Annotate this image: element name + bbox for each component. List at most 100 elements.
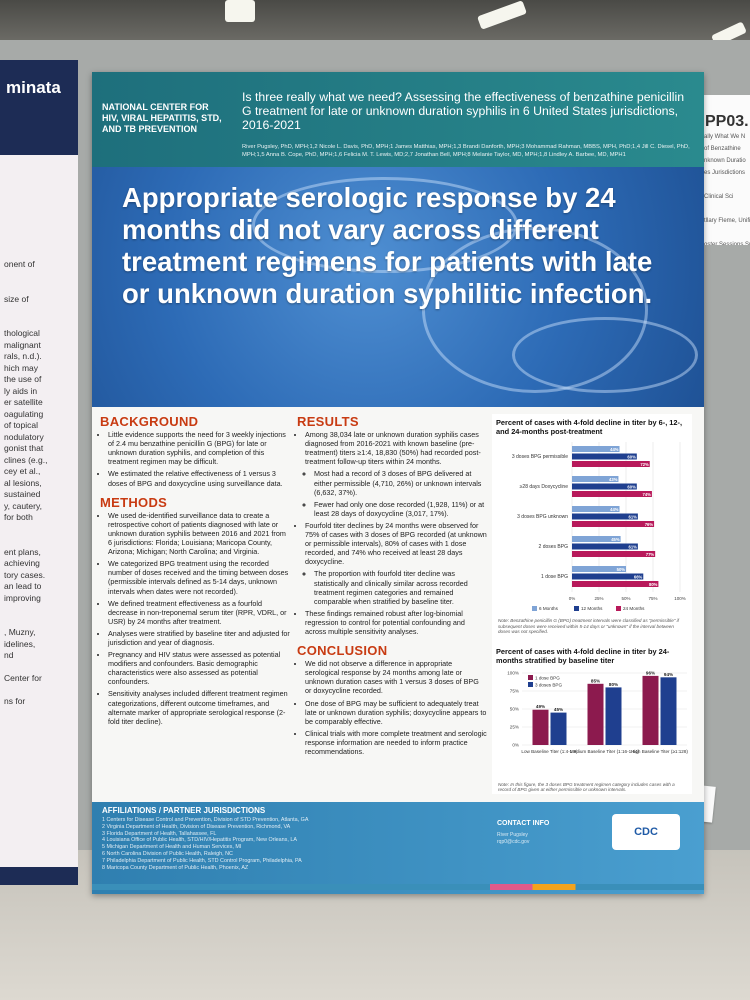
legend-swatch (616, 606, 621, 611)
chart-title: Percent of cases with 4-fold decline in … (496, 646, 670, 665)
list-item: We estimated the relative effectiveness … (108, 469, 290, 487)
x-tick-label: 50% (621, 596, 630, 601)
left-column: BACKGROUND Little evidence supports the … (100, 414, 290, 729)
text-fragment (0, 662, 78, 674)
bar (572, 446, 620, 452)
background-heading: BACKGROUND (100, 414, 199, 429)
cdc-logo: CDC (612, 814, 680, 850)
text-fragment (0, 524, 78, 536)
list-item: The proportion with fourfold titer decli… (314, 569, 487, 605)
text-fragment: sustained (4, 489, 41, 499)
chart-title: Percent of cases with 4-fold decline in … (496, 418, 683, 436)
baseline-titer-chart: 0% 25% 50% 75% 100% 49% 45% Low Baseline Titer … (507, 670, 688, 754)
legend-swatch (532, 606, 537, 611)
list-item: We used de-identified surveillance data … (108, 511, 290, 556)
text-fragment: nd (4, 650, 14, 660)
data-label: 72% (640, 462, 649, 467)
y-tick-label: 25% (510, 724, 519, 729)
data-label: 50% (617, 567, 626, 572)
list-item: Fourfold titer declines by 24 months wer… (305, 521, 487, 606)
category-label: 3 doses BPG permissible (512, 454, 568, 460)
y-tick-label: 100% (507, 670, 519, 675)
bar (660, 677, 677, 745)
category-label: 1 dose BPG (541, 574, 568, 580)
text-fragment (0, 616, 78, 628)
ceiling-light (477, 0, 527, 30)
data-label: 45% (554, 707, 563, 712)
legend-label: 24 Months (623, 606, 645, 611)
legend-swatch (528, 681, 533, 687)
category-label: 2 doses BPG (539, 544, 569, 550)
text-fragment: achieving (4, 558, 40, 568)
neighbor-poster-right: PP03. ally What We N of Benzathine nknown … (700, 95, 750, 245)
text-fragment: the use of (4, 374, 42, 384)
results-list: Among 38,034 late or unknown duration sy… (297, 430, 487, 636)
neighbor-poster-text: ally What We N of Benzathine nknown Durati… (700, 131, 750, 245)
text-fragment: ly aids in (4, 385, 38, 396)
text-fragment: Center for (4, 673, 42, 683)
text-fragment: nknown Duratio (704, 158, 746, 164)
text-fragment: er satellite (4, 397, 43, 407)
text-fragment: hich may (4, 362, 39, 373)
category-label: ≥28 days Doxycycline (520, 484, 569, 490)
text-fragment: malignant (4, 339, 41, 350)
bar (572, 476, 619, 482)
affiliations-list: 1 Centers for Disease Control and Preven… (102, 817, 462, 871)
data-label: 49% (536, 704, 545, 709)
text-fragment (0, 271, 78, 283)
list-item: Pregnancy and HIV status were assessed a… (108, 650, 290, 686)
data-label: 80% (609, 682, 618, 687)
middle-column: RESULTS Among 38,034 late or unknown dur… (297, 414, 487, 759)
bar (572, 543, 638, 550)
list-item: These findings remained robust after log… (305, 609, 487, 636)
bar (550, 712, 567, 745)
text-fragment: tory cases. (4, 569, 46, 580)
text-fragment: idelines, (4, 638, 36, 649)
data-label: 76% (645, 522, 654, 527)
data-label: 61% (628, 544, 637, 549)
data-label: 74% (643, 492, 652, 497)
text-fragment: improving (4, 592, 41, 603)
category-label: Low Baseline Titer (1:4-1:8) (521, 749, 578, 754)
data-label: 77% (646, 552, 655, 557)
list-item: Clinical trials with more complete treat… (305, 729, 487, 756)
data-label: 44% (610, 507, 619, 512)
neighbor-poster-left: minata onent of size of thological malign… (0, 60, 78, 885)
bar (572, 513, 638, 520)
bacteria-decoration (422, 227, 648, 393)
category-label: High Baseline Titer (≥1:128) (631, 749, 688, 754)
bar (572, 483, 637, 490)
text-fragment (0, 305, 78, 317)
conclusion-list: We did not observe a difference in appro… (297, 659, 487, 756)
list-item: Analyses were stratified by baseline tit… (108, 629, 290, 647)
bar (572, 491, 652, 497)
data-label: 61% (628, 514, 637, 519)
time-decline-chart: 0% 25% 50% 75% 100% 3 doses BPG permissible 44… (512, 442, 686, 611)
list-item: We categorized BPG treatment using the r… (108, 559, 290, 595)
chart-note: Note: Benzathine penicillin G (BPG) trea… (498, 618, 679, 635)
poster-banner: NATIONAL CENTER FOR HIV, VIRAL HEPATITIS… (92, 72, 704, 167)
poster-authors: River Pugsley, PhD, MPH;1,2 Nicole L. Da… (242, 144, 690, 158)
contact-email: rqp0@cdc.gov (497, 839, 530, 845)
poster-footer: AFFILIATIONS / PARTNER JURISDICTIONS 1 C… (92, 802, 704, 894)
bar (572, 581, 659, 587)
legend-label: 6 Months (539, 606, 559, 611)
x-tick-label: 75% (648, 596, 657, 601)
bar (572, 566, 626, 572)
affiliation-line: 7 Philadelphia Department of Public Heal… (102, 857, 302, 864)
affiliations-heading: AFFILIATIONS / PARTNER JURISDICTIONS (102, 806, 266, 815)
text-fragment: rals, n.d.). (4, 351, 42, 361)
text-fragment: es Jurisdictions (704, 170, 746, 176)
text-fragment (700, 227, 750, 239)
poster-code: PP03. (705, 113, 749, 130)
data-label: 80% (649, 582, 658, 587)
text-fragment (700, 203, 750, 215)
text-fragment: y, cautery, (4, 500, 42, 511)
list-item: We defined treatment effectiveness as a … (108, 599, 290, 626)
affiliation-line: 4 Louisiana Office of Public Health, STD… (102, 837, 297, 844)
x-tick-label: 25% (594, 596, 603, 601)
results-heading: RESULTS (297, 414, 359, 429)
data-label: 45% (611, 537, 620, 542)
list-item: Among 38,034 late or unknown duration sy… (305, 430, 487, 518)
text-fragment: clines (e.g., (4, 454, 48, 465)
